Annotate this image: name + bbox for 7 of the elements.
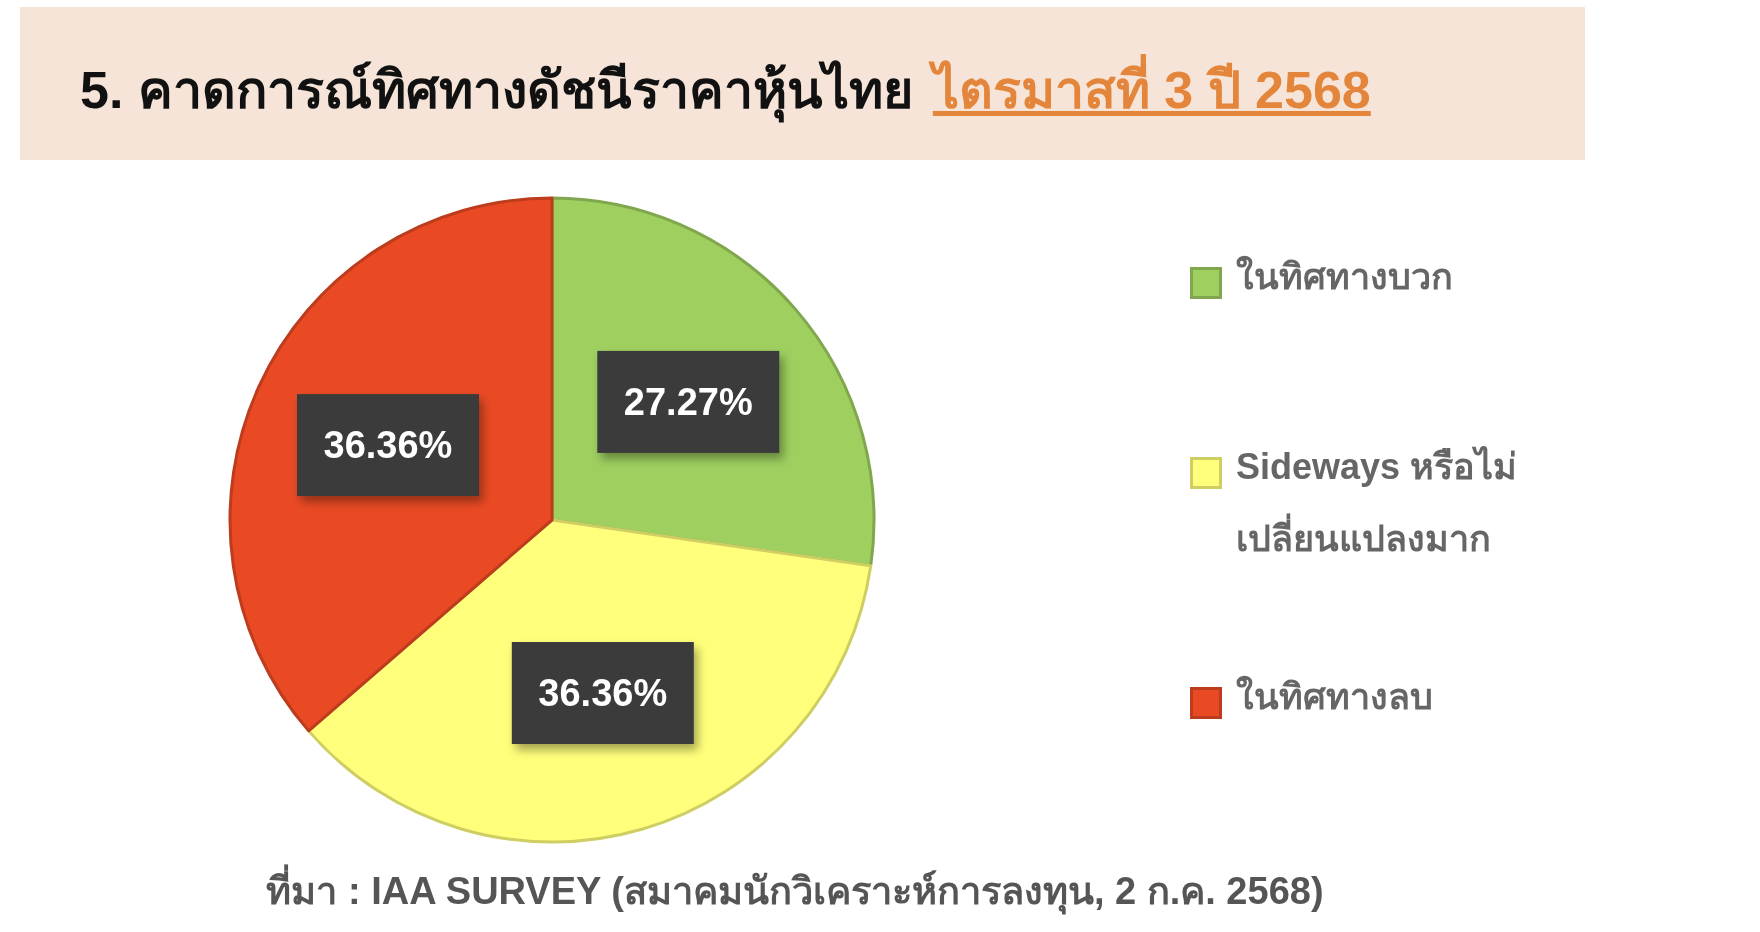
data-label: 36.36% [323,424,453,467]
legend-label: Sideways หรือไม่เปลี่ยนแปลงมาก [1236,445,1519,561]
data-label: 36.36% [538,672,668,715]
data-label: 27.27% [623,380,753,423]
text: ที่มา : IAA SURVEY (สมาคมนักวิเคราะห์การลงทุน, 2 ก.ค. 2568) [265,863,1325,917]
legend-label: ในทิศทางลบ [1236,674,1434,719]
legend-label: ในทิศทางบวก [1236,254,1454,299]
